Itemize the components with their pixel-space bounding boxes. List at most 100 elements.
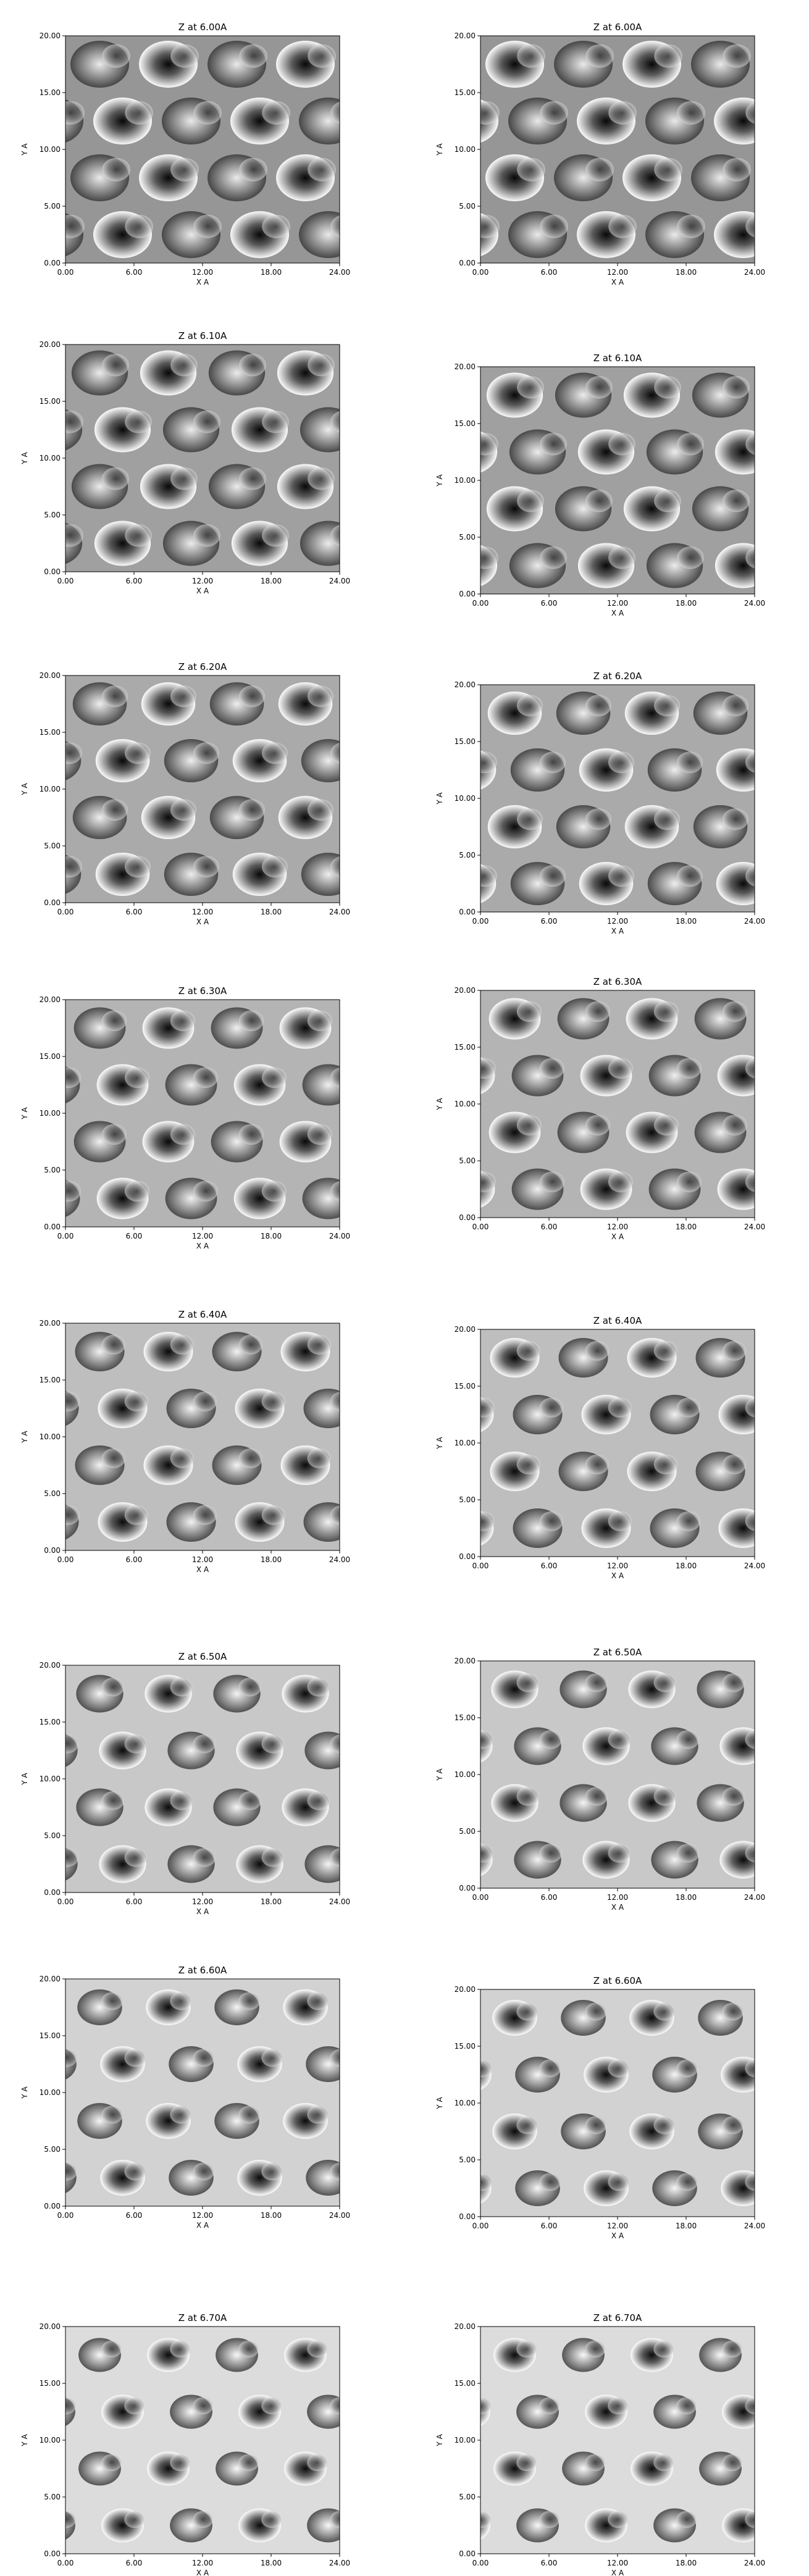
y-axis-label: Y A	[20, 1773, 29, 1786]
y-tick-label: 5.00	[459, 2493, 476, 2501]
x-tick-label: 6.00	[126, 1232, 143, 1240]
x-tick-label: 12.00	[192, 2211, 213, 2220]
y-tick-label: 10.00	[455, 794, 476, 803]
heatmap-image	[65, 1000, 340, 1227]
y-tick-label: 20.00	[455, 986, 476, 995]
x-tick-label: 24.00	[329, 2211, 350, 2220]
subplot-10: Z at 6.40A 0.00 6.00 12.00 18.00 24.00 0.00 5.0…	[435, 1315, 765, 1580]
x-tick-label: 18.00	[261, 1555, 282, 1564]
y-tick-label: 15.00	[455, 2379, 476, 2388]
x-tick-label: 24.00	[744, 917, 765, 926]
y-tick-label: 5.00	[44, 511, 61, 519]
y-tick-label: 15.00	[455, 1382, 476, 1390]
subplot-12: Z at 6.50A 0.00 6.00 12.00 18.00 24.00 0.00 5.0…	[435, 1647, 765, 1912]
x-tick-label: 6.00	[126, 2559, 143, 2567]
y-tick-label: 15.00	[455, 88, 476, 97]
x-tick-label: 24.00	[329, 577, 350, 585]
chart-title: Z at 6.20A	[593, 671, 642, 682]
y-tick-label: 0.00	[44, 1888, 61, 1897]
x-axis-label: X A	[196, 2221, 209, 2230]
x-tick-label: 12.00	[192, 1232, 213, 1240]
subplot-15: Z at 6.70A 0.00 6.00 12.00 18.00 24.00 0.00 5.0…	[20, 2312, 350, 2576]
heatmap-image	[65, 2327, 340, 2554]
x-tick-label: 24.00	[329, 2559, 350, 2567]
x-tick-label: 24.00	[329, 1232, 350, 1240]
x-axis-label: X A	[611, 2569, 624, 2576]
y-axis-label: Y A	[20, 2434, 29, 2447]
x-tick-label: 24.00	[329, 268, 350, 277]
y-tick-label: 20.00	[455, 1325, 476, 1334]
y-axis-label: Y A	[20, 1107, 29, 1120]
x-tick-label: 12.00	[607, 1562, 628, 1570]
y-axis-label: Y A	[435, 792, 444, 805]
x-tick-label: 24.00	[744, 599, 765, 608]
x-tick-label: 12.00	[607, 2559, 628, 2567]
x-axis-label: X A	[196, 1907, 209, 1916]
y-tick-label: 5.00	[459, 2156, 476, 2164]
x-tick-label: 0.00	[57, 908, 74, 916]
y-tick-label: 15.00	[40, 728, 61, 737]
x-tick-label: 18.00	[676, 2222, 697, 2230]
y-axis-label: Y A	[435, 2434, 444, 2447]
chart-title: Z at 6.40A	[178, 1309, 227, 1320]
x-axis-label: X A	[196, 278, 209, 286]
y-tick-label: 10.00	[40, 1775, 61, 1783]
y-tick-label: 10.00	[40, 2088, 61, 2097]
y-tick-label: 0.00	[44, 567, 61, 576]
x-tick-label: 6.00	[126, 908, 143, 916]
subplot-6: Z at 6.20A 0.00 6.00 12.00 18.00 24.00 0.00 5.0…	[435, 671, 765, 935]
y-tick-label: 5.00	[459, 533, 476, 542]
y-axis-label: Y A	[435, 1098, 444, 1111]
y-tick-label: 0.00	[459, 1213, 476, 1222]
y-tick-label: 5.00	[44, 2145, 61, 2154]
x-tick-label: 0.00	[472, 1223, 489, 1231]
y-tick-label: 20.00	[455, 2322, 476, 2331]
x-tick-label: 6.00	[541, 599, 558, 608]
subplot-5: Z at 6.20A 0.00 6.00 12.00 18.00 24.00 0.00 5.0…	[20, 661, 350, 926]
y-tick-label: 10.00	[455, 1770, 476, 1779]
chart-title: Z at 6.10A	[593, 353, 642, 364]
chart-title: Z at 6.40A	[593, 1315, 642, 1326]
y-tick-label: 5.00	[459, 851, 476, 859]
y-tick-label: 20.00	[40, 1661, 61, 1670]
heatmap-image	[480, 367, 755, 594]
x-tick-label: 12.00	[607, 1223, 628, 1231]
x-tick-label: 6.00	[541, 1223, 558, 1231]
y-tick-label: 0.00	[459, 2212, 476, 2221]
heatmap-image	[480, 1329, 755, 1557]
x-tick-label: 12.00	[192, 268, 213, 277]
y-tick-label: 20.00	[40, 671, 61, 680]
x-tick-label: 18.00	[676, 599, 697, 608]
y-tick-label: 10.00	[455, 1439, 476, 1447]
y-tick-label: 20.00	[455, 1985, 476, 1994]
x-tick-label: 24.00	[744, 1223, 765, 1231]
chart-title: Z at 6.70A	[593, 2312, 642, 2323]
x-tick-label: 24.00	[329, 908, 350, 916]
y-tick-label: 15.00	[455, 2042, 476, 2051]
y-axis-label: Y A	[435, 1437, 444, 1450]
subplot-16: Z at 6.70A 0.00 6.00 12.00 18.00 24.00 0.00 5.0…	[435, 2312, 765, 2576]
x-tick-label: 0.00	[57, 2211, 74, 2220]
x-axis-label: X A	[196, 587, 209, 595]
x-tick-label: 0.00	[472, 2222, 489, 2230]
y-axis-label: Y A	[20, 783, 29, 796]
y-tick-label: 20.00	[455, 1657, 476, 1665]
x-tick-label: 6.00	[541, 1893, 558, 1902]
subplot-8: Z at 6.30A 0.00 6.00 12.00 18.00 24.00 0.00 5.0…	[435, 976, 765, 1241]
x-tick-label: 12.00	[192, 577, 213, 585]
heatmap-image	[480, 1661, 755, 1888]
x-axis-label: X A	[611, 927, 624, 935]
y-tick-label: 10.00	[40, 785, 61, 793]
heatmap-image	[65, 1323, 340, 1550]
subplot-13: Z at 6.60A 0.00 6.00 12.00 18.00 24.00 0.00 5.0…	[20, 1965, 350, 2230]
x-tick-label: 6.00	[126, 577, 143, 585]
subplot-1: Z at 6.00A 0.00 6.00 12.00 18.00 24.00 0.00 5.0…	[20, 22, 350, 286]
y-tick-label: 10.00	[40, 1109, 61, 1118]
heatmap-image	[65, 1665, 340, 1892]
subplot-7: Z at 6.30A 0.00 6.00 12.00 18.00 24.00 0.00 5.0…	[20, 985, 350, 1250]
x-tick-label: 18.00	[676, 1893, 697, 1902]
x-tick-label: 12.00	[607, 917, 628, 926]
x-tick-label: 0.00	[472, 1893, 489, 1902]
y-tick-label: 10.00	[455, 1100, 476, 1108]
y-tick-label: 0.00	[459, 1552, 476, 1561]
